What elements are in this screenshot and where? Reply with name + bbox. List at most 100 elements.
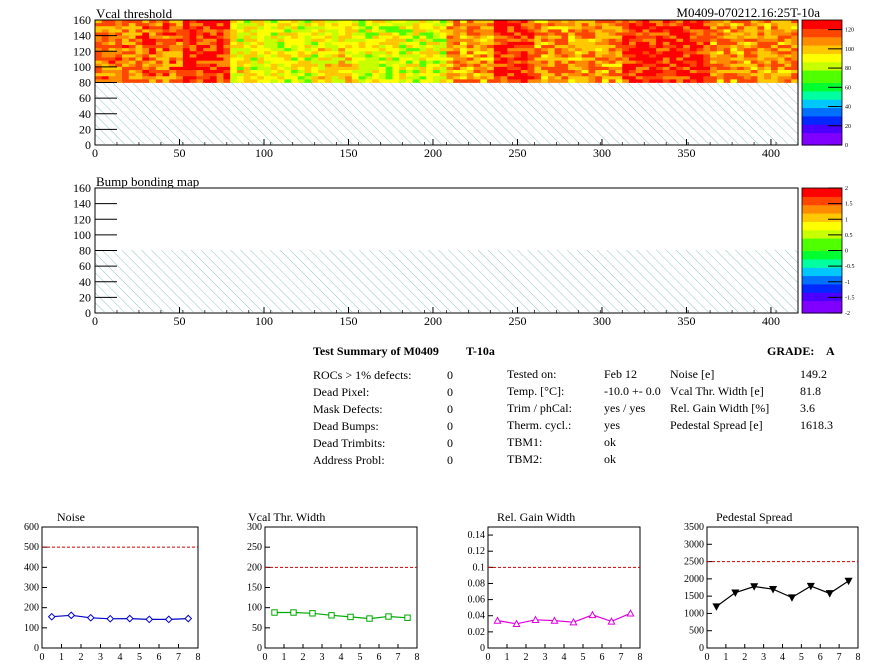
data-point (145, 615, 154, 624)
heatmap-cell (176, 38, 184, 43)
y-tick-label: 0 (85, 306, 91, 320)
heatmap-cell (277, 48, 285, 52)
heatmap-cell (345, 20, 353, 24)
heatmap-cell (358, 41, 366, 46)
heatmap-cell (757, 48, 765, 52)
heatmap-cell (169, 66, 177, 71)
heatmap-cell (324, 35, 332, 40)
heatmap-cell (399, 57, 407, 62)
colorbar-segment (802, 20, 842, 25)
heatmap-cell (351, 66, 360, 71)
heatmap-cell (520, 41, 529, 46)
heatmap-cell (595, 70, 603, 74)
heatmap-cell (115, 60, 123, 65)
heatmap-cell (669, 70, 677, 74)
colorbar-segment (802, 263, 842, 268)
heatmap-cell (338, 29, 346, 33)
y-tick-label: 120 (73, 212, 91, 226)
heatmap-cell (196, 70, 204, 74)
heatmap-cell (149, 41, 157, 46)
heatmap-cell (507, 26, 515, 30)
heatmap-cell (149, 32, 157, 37)
heatmap-cell (378, 51, 387, 55)
heatmap-cell (318, 73, 326, 77)
heatmap-cell (128, 54, 136, 58)
heatmap-cell (277, 38, 285, 43)
heatmap-cell (277, 76, 285, 80)
heatmap-cell (358, 29, 366, 33)
heatmap-cell (730, 79, 738, 83)
data-point (806, 582, 815, 591)
heatmap-cell (453, 48, 461, 52)
heatmap-cell (196, 63, 204, 68)
heatmap-cell (601, 38, 610, 43)
heatmap-cell (669, 35, 677, 40)
heatmap-cell (574, 66, 583, 71)
heatmap-cell (419, 57, 427, 62)
heatmap-cell (243, 41, 251, 46)
heatmap-cell (236, 38, 245, 43)
heatmap-cell (162, 48, 170, 52)
heatmap-cell (432, 23, 441, 27)
heatmap-cell (696, 41, 704, 46)
summary-value: 0 (447, 385, 453, 399)
summary-temp-tag: T-10a (466, 344, 495, 358)
heatmap-cell (487, 23, 495, 27)
heatmap-cell (277, 45, 285, 49)
heatmap-cell (236, 29, 245, 33)
x-tick-label: 6 (377, 652, 382, 663)
heatmap-cell (487, 38, 495, 43)
heatmap-cell (196, 35, 204, 40)
heatmap-cell (263, 54, 272, 58)
heatmap-cell (155, 54, 163, 58)
heatmap-cell (466, 32, 474, 37)
heatmap-cell (770, 26, 779, 30)
heatmap-cell (101, 57, 109, 62)
heatmap-cell (662, 20, 670, 24)
heatmap-cell (142, 73, 150, 77)
heatmap-cell (101, 73, 109, 77)
summary-title: Test Summary of M0409 (313, 344, 439, 358)
heatmap-cell (662, 35, 670, 40)
heatmap-cell (770, 54, 779, 58)
heatmap-cell (270, 20, 278, 24)
heatmap-cell (473, 35, 481, 40)
heatmap-cell (588, 48, 596, 52)
heatmap-cell (656, 79, 664, 83)
heatmap-cell (642, 38, 650, 43)
heatmap-cell (743, 57, 752, 62)
heatmap-cell (601, 63, 610, 68)
heatmap-cell (385, 45, 393, 49)
heatmap-cell (338, 20, 346, 24)
x-tick-label: 5 (358, 652, 363, 663)
heatmap-cell (574, 48, 583, 52)
heatmap-cell (399, 60, 407, 65)
heatmap-cell (108, 76, 116, 80)
heatmap-cell (777, 54, 785, 58)
heatmap-cell (480, 32, 488, 37)
heatmap-cell (500, 35, 508, 40)
heatmap-cell (291, 32, 299, 37)
heatmap-cell (149, 66, 157, 71)
heatmap-cell (277, 73, 285, 77)
heatmap-cell (338, 26, 346, 30)
heatmap-cell (169, 48, 177, 52)
heatmap-cell (595, 45, 603, 49)
heatmap-cell (358, 45, 366, 49)
heatmap-cell (500, 70, 508, 74)
heatmap-cell (203, 51, 211, 55)
heatmap-cell (115, 45, 123, 49)
heatmap-cell (95, 57, 103, 62)
heatmap-cell (412, 79, 420, 83)
heatmap-cell (345, 79, 353, 83)
heatmap-cell (629, 20, 637, 24)
heatmap-cell (412, 26, 420, 30)
heatmap-cell (500, 73, 508, 77)
heatmap-cell (460, 54, 468, 58)
heatmap-cell (453, 54, 461, 58)
heatmap-cell (378, 63, 387, 68)
heatmap-cell (757, 51, 765, 55)
heatmap-cell (318, 51, 326, 55)
heatmap-cell (460, 63, 468, 68)
heatmap-cell (574, 63, 583, 68)
